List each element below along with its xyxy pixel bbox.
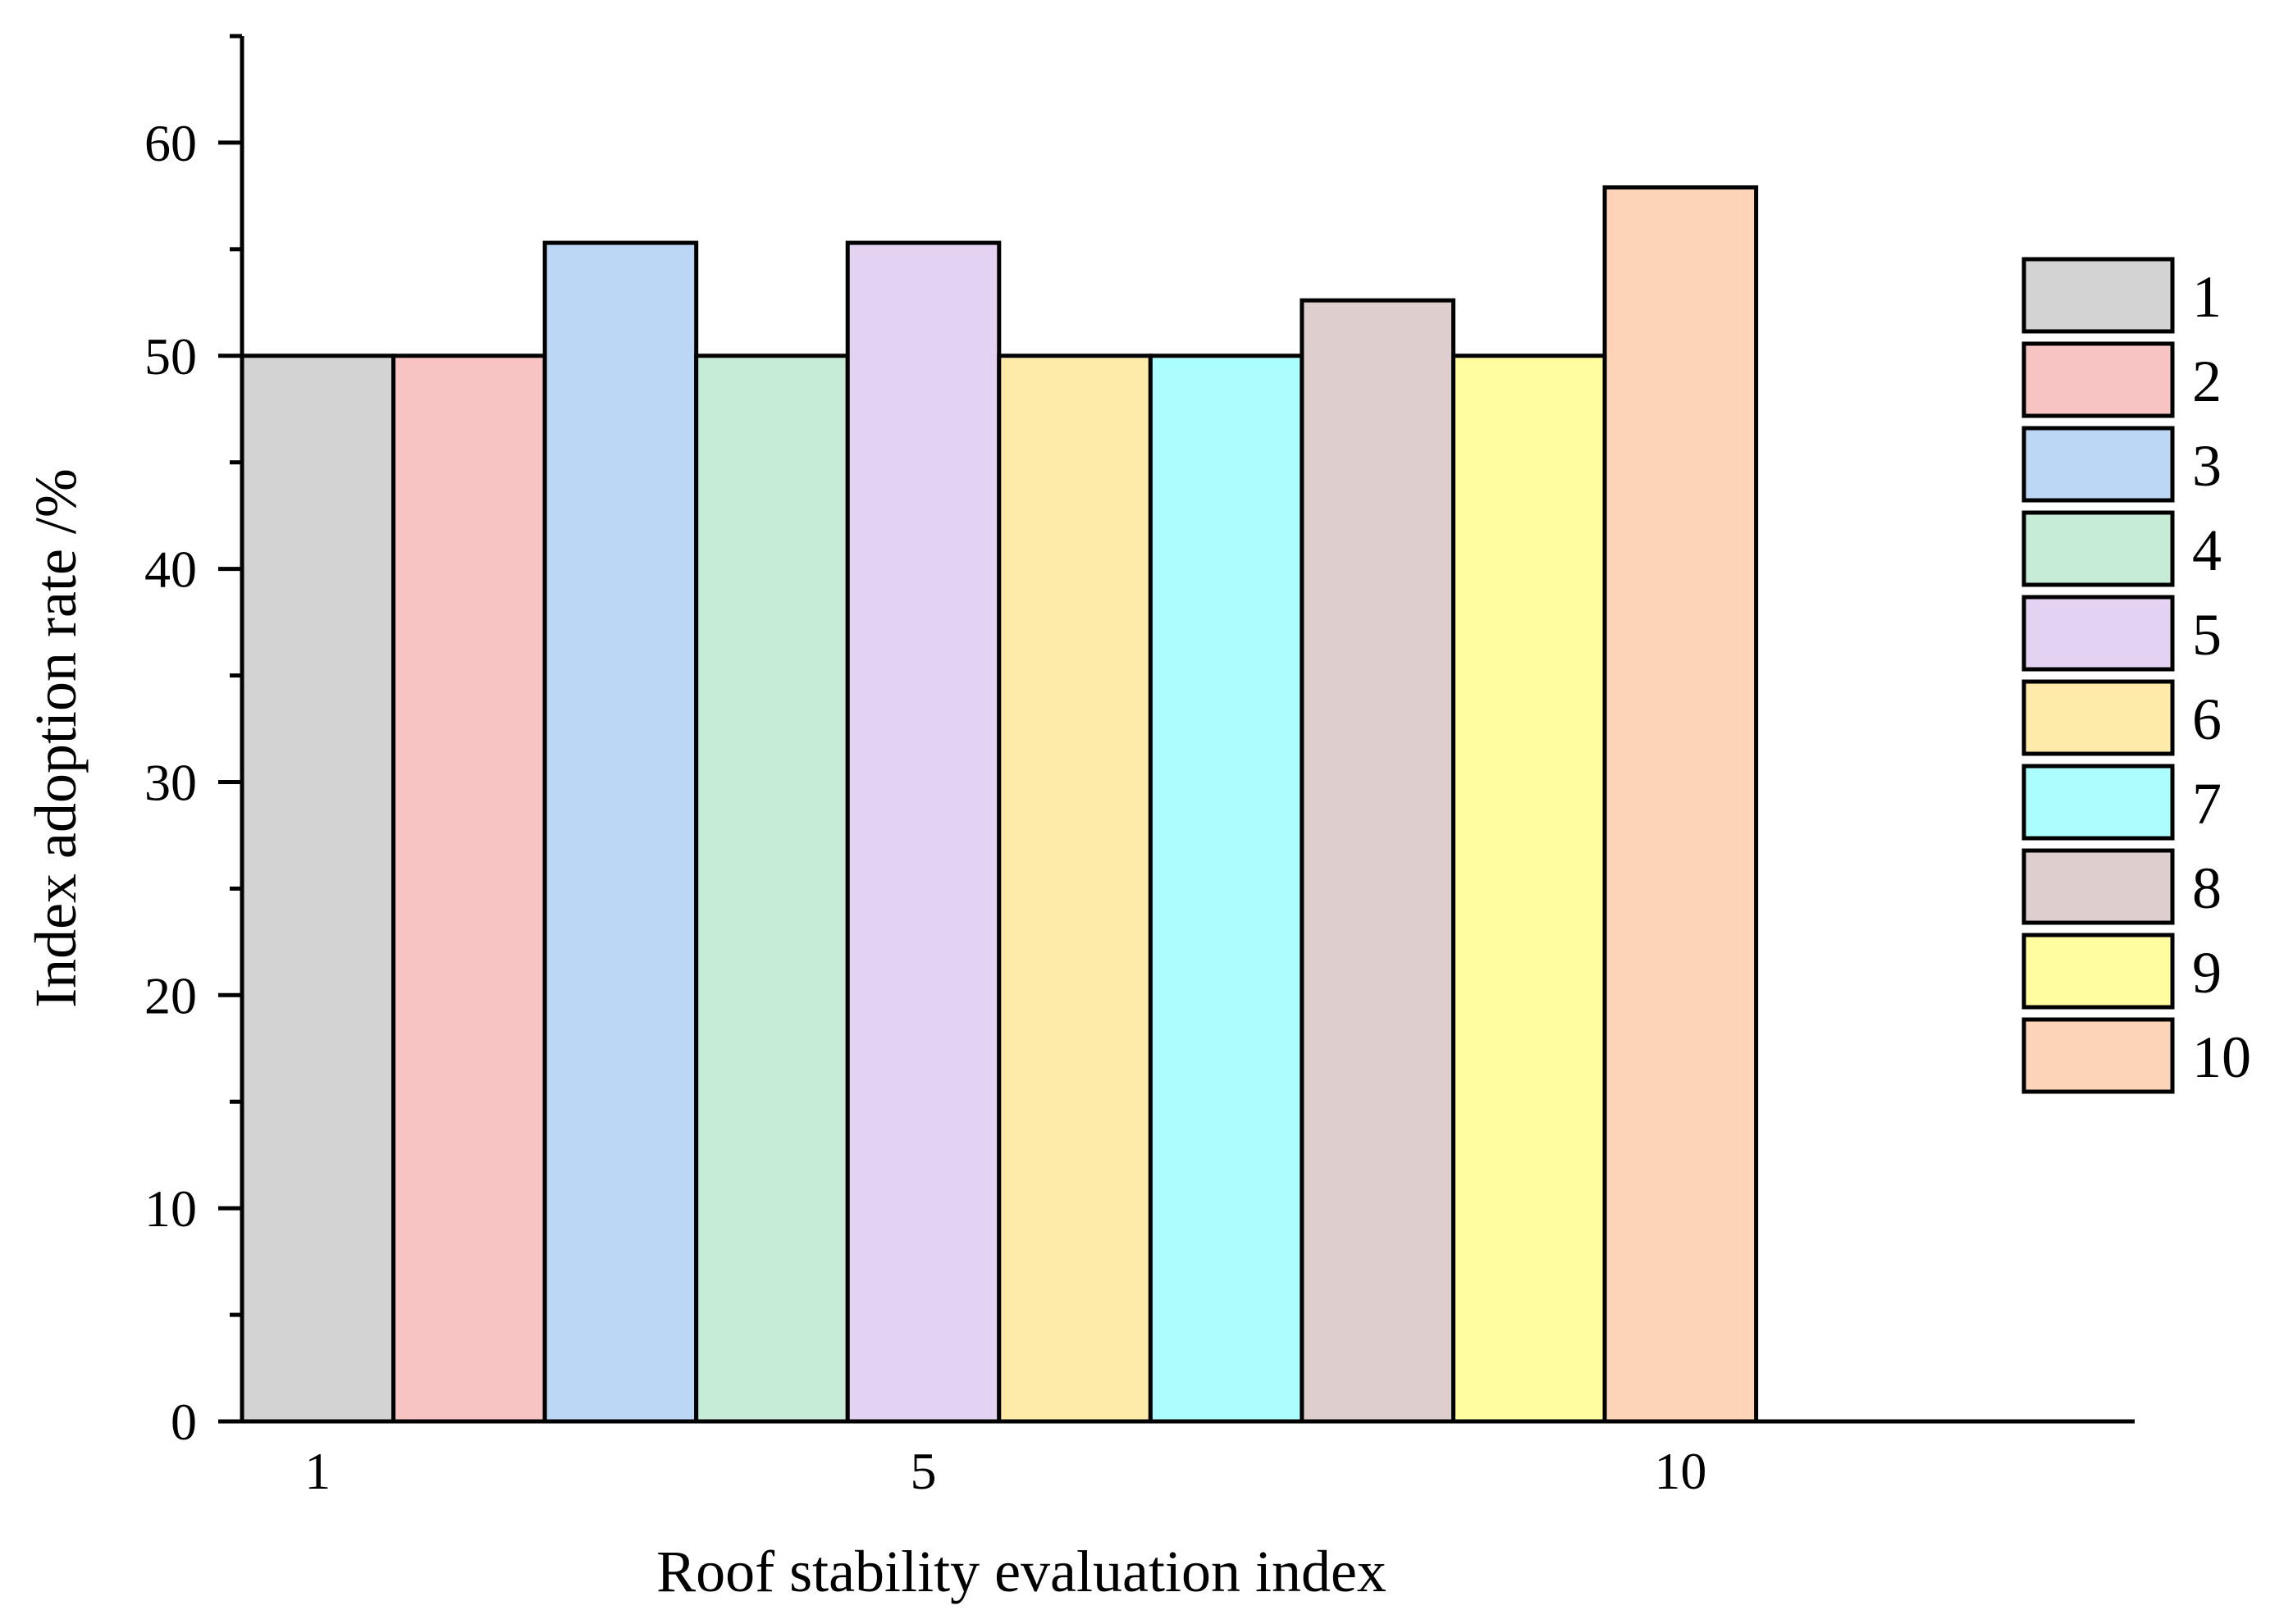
legend-swatch-4 (2021, 510, 2175, 587)
legend-swatch-1 (2021, 257, 2175, 334)
legend-swatch-10 (2021, 1017, 2175, 1094)
bar-6 (997, 354, 1153, 1424)
x-axis-label: Roof stability evaluation index (656, 1539, 1386, 1604)
legend-label: 9 (2192, 940, 2222, 1006)
bar-8 (1300, 298, 1455, 1424)
y-tick-label: 40 (144, 541, 197, 599)
legend-label: 4 (2192, 518, 2222, 583)
legend-swatch-7 (2021, 764, 2175, 841)
x-tick-label: 5 (911, 1442, 937, 1500)
legend-label: 1 (2192, 264, 2222, 330)
legend-swatch-5 (2021, 595, 2175, 672)
legend-label: 2 (2192, 349, 2222, 414)
y-tick-label: 10 (144, 1179, 197, 1238)
y-tick-label: 30 (144, 753, 197, 811)
x-tick-label: 10 (1654, 1442, 1706, 1500)
bar-2 (391, 354, 547, 1424)
y-tick-label: 0 (171, 1393, 197, 1451)
bar-1 (240, 354, 396, 1424)
legend-label: 5 (2192, 602, 2222, 668)
y-tick-label: 60 (144, 114, 197, 172)
legend-label: 10 (2192, 1024, 2251, 1090)
bar-7 (1148, 354, 1304, 1424)
bar-9 (1450, 354, 1607, 1424)
legend-swatch-8 (2021, 848, 2175, 925)
x-tick-label: 1 (304, 1442, 331, 1500)
legend-label: 8 (2192, 855, 2222, 921)
legend-label: 7 (2192, 771, 2222, 837)
legend-swatch-3 (2021, 426, 2175, 503)
legend-label: 6 (2192, 687, 2222, 752)
y-tick-label: 20 (144, 966, 197, 1024)
legend-swatch-9 (2021, 933, 2175, 1010)
legend-swatch-6 (2021, 679, 2175, 756)
bar-5 (845, 240, 1002, 1424)
bar-4 (694, 354, 850, 1424)
legend-label: 3 (2192, 433, 2222, 499)
y-axis-label: Index adoption rate /% (23, 468, 89, 1008)
legend-swatch-2 (2021, 341, 2175, 418)
bar-10 (1602, 185, 1759, 1424)
bar-3 (542, 240, 699, 1424)
y-tick-label: 50 (144, 327, 197, 385)
